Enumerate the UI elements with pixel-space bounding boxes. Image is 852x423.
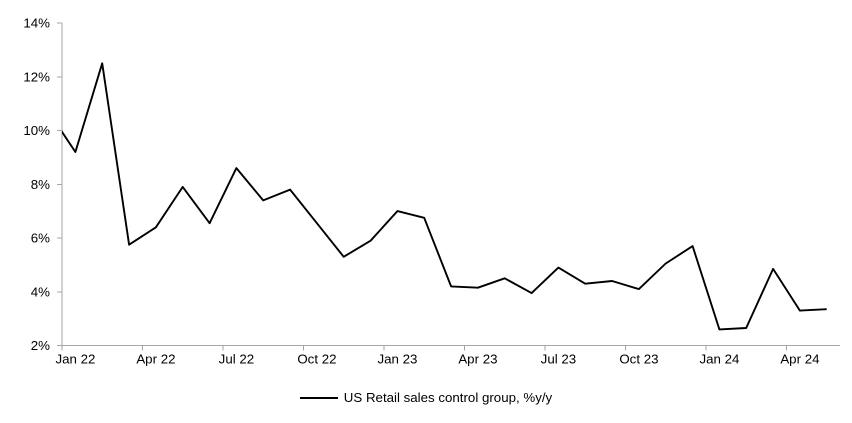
- y-tick-label: 12%: [23, 69, 50, 84]
- legend-line-swatch: [299, 396, 338, 399]
- y-tick-label: 4%: [31, 284, 50, 299]
- x-tick-label: Apr 24: [780, 352, 819, 367]
- legend: US Retail sales control group, %y/y: [0, 390, 852, 405]
- x-tick-label: Apr 23: [458, 352, 497, 367]
- legend-label: US Retail sales control group, %y/y: [343, 390, 553, 405]
- y-tick-label: 14%: [23, 16, 50, 31]
- x-tick-label: Jul 23: [541, 352, 576, 367]
- x-tick-label: Oct 22: [297, 352, 336, 367]
- x-tick-label: Jul 22: [219, 352, 254, 367]
- x-tick-label: Jan 24: [699, 352, 739, 367]
- y-tick-label: 8%: [31, 177, 50, 192]
- x-tick-label: Jan 22: [55, 352, 95, 367]
- x-tick-label: Jan 23: [377, 352, 417, 367]
- y-tick-label: 6%: [31, 231, 50, 246]
- series-line: [62, 62, 827, 331]
- x-tick-label: Oct 23: [619, 352, 658, 367]
- y-tick-label: 10%: [23, 123, 50, 138]
- x-tick-label: Apr 22: [136, 352, 175, 367]
- y-tick-label: 2%: [31, 338, 50, 353]
